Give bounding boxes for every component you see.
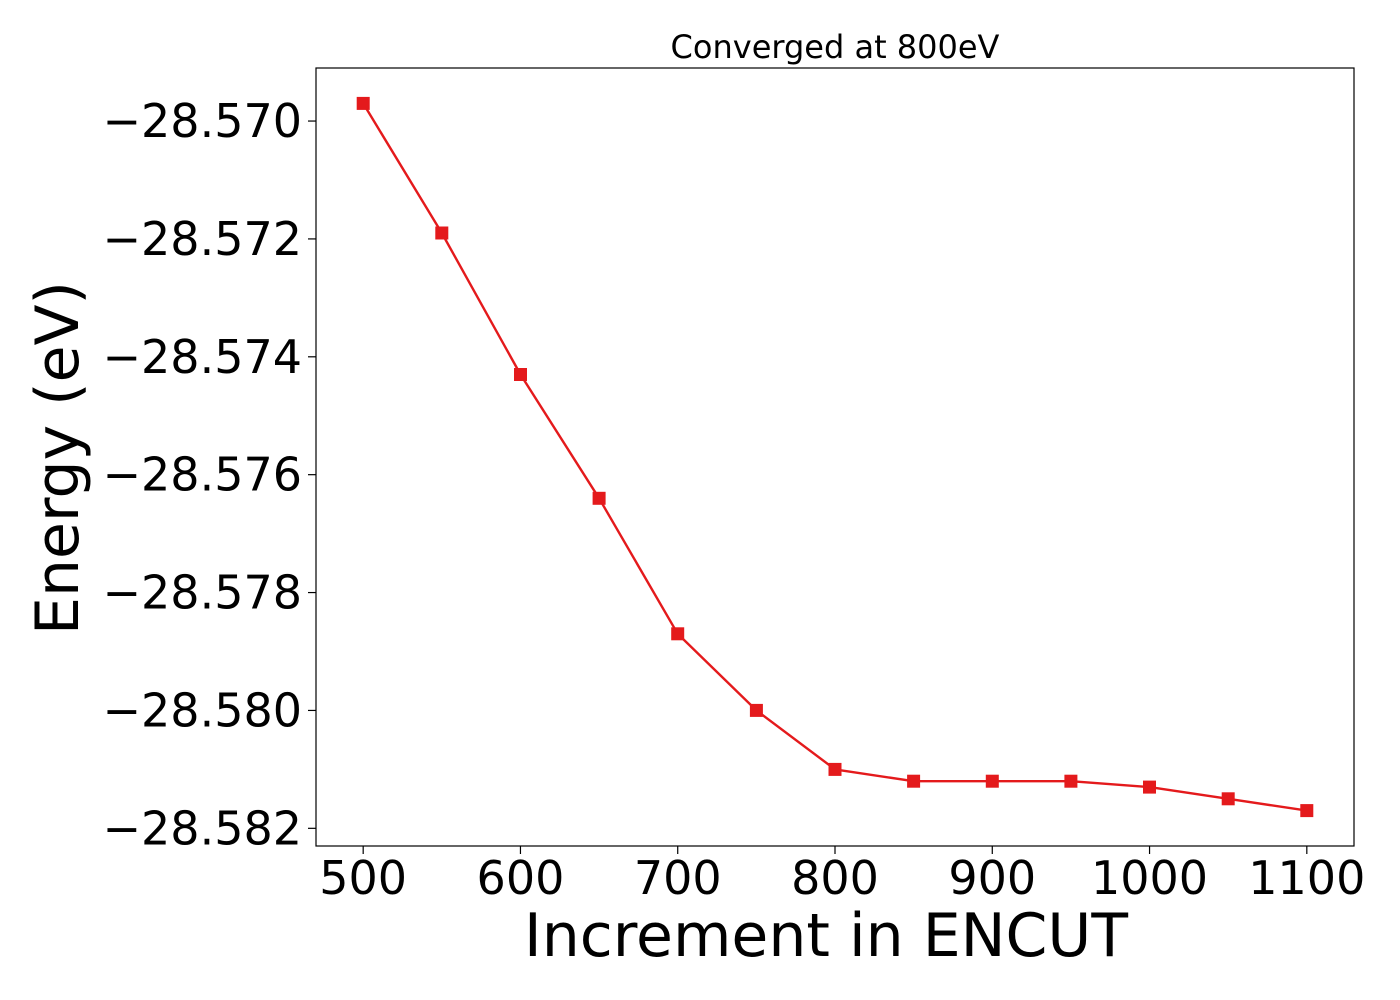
- x-tick-label: 700: [634, 851, 722, 905]
- x-tick-label: 600: [477, 851, 565, 905]
- data-point: [435, 226, 449, 240]
- series-layer: [356, 96, 1314, 818]
- data-point: [907, 774, 921, 788]
- y-tick-label: −28.572: [103, 212, 303, 266]
- data-point: [514, 368, 527, 381]
- data-point: [749, 703, 763, 717]
- y-tick-label: −28.582: [103, 801, 303, 855]
- y-tick-label: −28.576: [103, 448, 303, 502]
- chart-title: Converged at 800eV: [671, 28, 1000, 66]
- y-tick-label: −28.580: [103, 683, 303, 737]
- x-axis: 500 600 700 800 900 1000 1100: [319, 846, 1365, 905]
- data-point: [356, 96, 370, 110]
- y-axis: −28.570 −28.572 −28.574 −28.576 −28.578 −28.5…: [103, 94, 316, 855]
- y-tick-label: −28.578: [103, 566, 303, 620]
- x-tick-label: 1100: [1248, 851, 1365, 905]
- plot-background: [316, 68, 1354, 846]
- data-point: [828, 762, 842, 776]
- data-point: [1300, 804, 1314, 818]
- data-point: [671, 627, 685, 641]
- y-tick-label: −28.574: [103, 330, 303, 384]
- x-tick-label: 800: [791, 851, 879, 905]
- y-tick-label: −28.570: [103, 94, 303, 148]
- x-tick-label: 1000: [1091, 851, 1208, 905]
- data-point: [1143, 780, 1156, 794]
- data-point: [1064, 774, 1078, 788]
- y-axis-label: Energy (eV): [23, 281, 93, 635]
- data-point: [985, 774, 999, 788]
- x-axis-label: Increment in ENCUT: [524, 901, 1128, 971]
- x-tick-label: 500: [319, 851, 407, 905]
- plot-frame: [315, 67, 1355, 847]
- x-tick-label: 900: [948, 851, 1036, 905]
- data-point: [592, 491, 606, 505]
- data-point: [1221, 792, 1235, 806]
